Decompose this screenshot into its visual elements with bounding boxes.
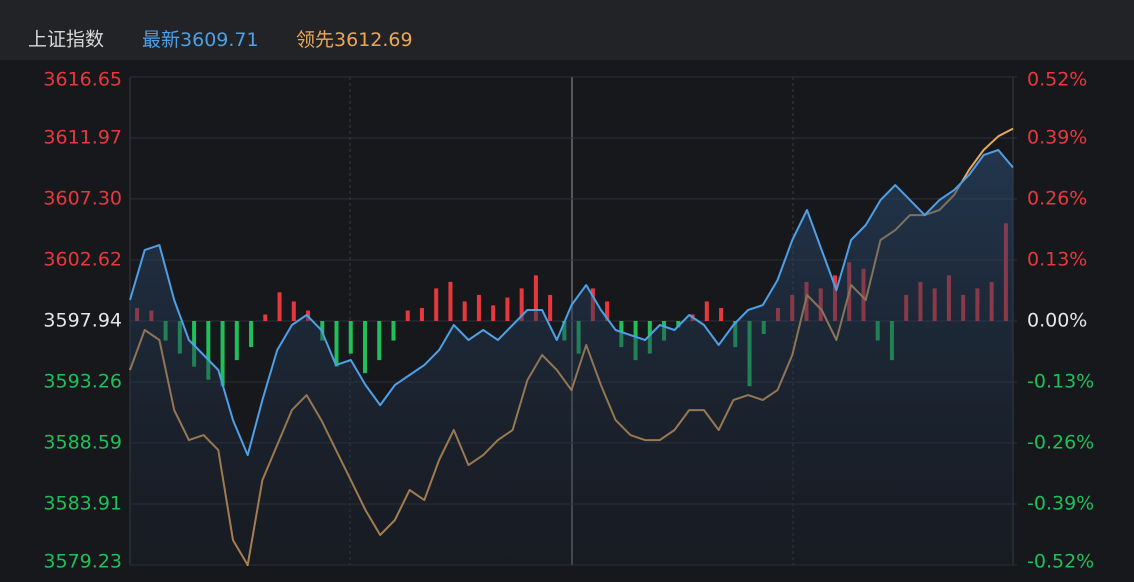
y2-tick-label: 0.00%	[1027, 310, 1087, 332]
y2-tick-label: 0.52%	[1027, 69, 1087, 91]
legend-name: 最新	[142, 29, 180, 51]
legend-value: 3609.71	[180, 29, 259, 51]
change-bar	[348, 321, 353, 354]
change-bar	[362, 321, 367, 374]
change-bar	[419, 307, 424, 321]
change-bar	[491, 305, 496, 321]
change-bar	[505, 297, 510, 321]
y-tick-label: 3593.26	[43, 371, 122, 393]
change-bar	[448, 281, 453, 321]
header-bar	[0, 0, 1134, 60]
change-bar	[206, 321, 211, 380]
change-bar	[192, 321, 197, 367]
y2-tick-label: -0.13%	[1027, 371, 1094, 393]
change-bar	[676, 321, 681, 328]
y-tick-label: 3579.23	[43, 551, 122, 573]
legend-name: 领先	[296, 29, 334, 51]
y2-tick-label: -0.26%	[1027, 432, 1094, 454]
y2-tick-label: 0.26%	[1027, 188, 1087, 210]
change-bar	[263, 314, 268, 321]
change-bar	[377, 321, 382, 361]
area	[130, 150, 1013, 565]
change-bar	[462, 301, 467, 321]
change-bar	[405, 310, 410, 321]
chart-title: 上证指数	[28, 29, 104, 51]
legend-leading: 领先3612.69	[296, 29, 413, 51]
legend-latest: 最新3609.71	[142, 29, 259, 51]
change-bar	[719, 307, 724, 321]
y-tick-label: 3616.65	[43, 69, 122, 91]
change-bar	[234, 321, 239, 361]
change-bar	[220, 321, 225, 387]
y2-tick-label: -0.52%	[1027, 551, 1094, 573]
y-tick-label: 3607.30	[43, 187, 122, 209]
change-bar	[476, 294, 481, 321]
change-bar	[391, 321, 396, 341]
change-bar	[605, 301, 610, 321]
y-tick-label: 3597.94	[43, 310, 122, 332]
change-bar	[548, 294, 553, 321]
change-bar	[434, 288, 439, 321]
legend-value: 3612.69	[334, 29, 413, 51]
line	[129, 149, 1014, 457]
y2-tick-label: 0.39%	[1027, 127, 1087, 149]
change-bar	[249, 321, 254, 348]
change-bar	[334, 321, 339, 367]
y-tick-label: 3602.62	[43, 248, 122, 270]
change-bar	[277, 292, 282, 321]
change-bar	[533, 275, 538, 321]
y2-tick-label: -0.39%	[1027, 493, 1094, 515]
y2-tick-label: 0.13%	[1027, 249, 1087, 271]
y-tick-label: 3611.97	[43, 127, 122, 149]
change-bar	[519, 288, 524, 321]
y-tick-label: 3583.91	[43, 492, 122, 514]
change-bar	[704, 301, 709, 321]
y-tick-label: 3588.59	[43, 431, 122, 453]
change-bar	[291, 301, 296, 321]
